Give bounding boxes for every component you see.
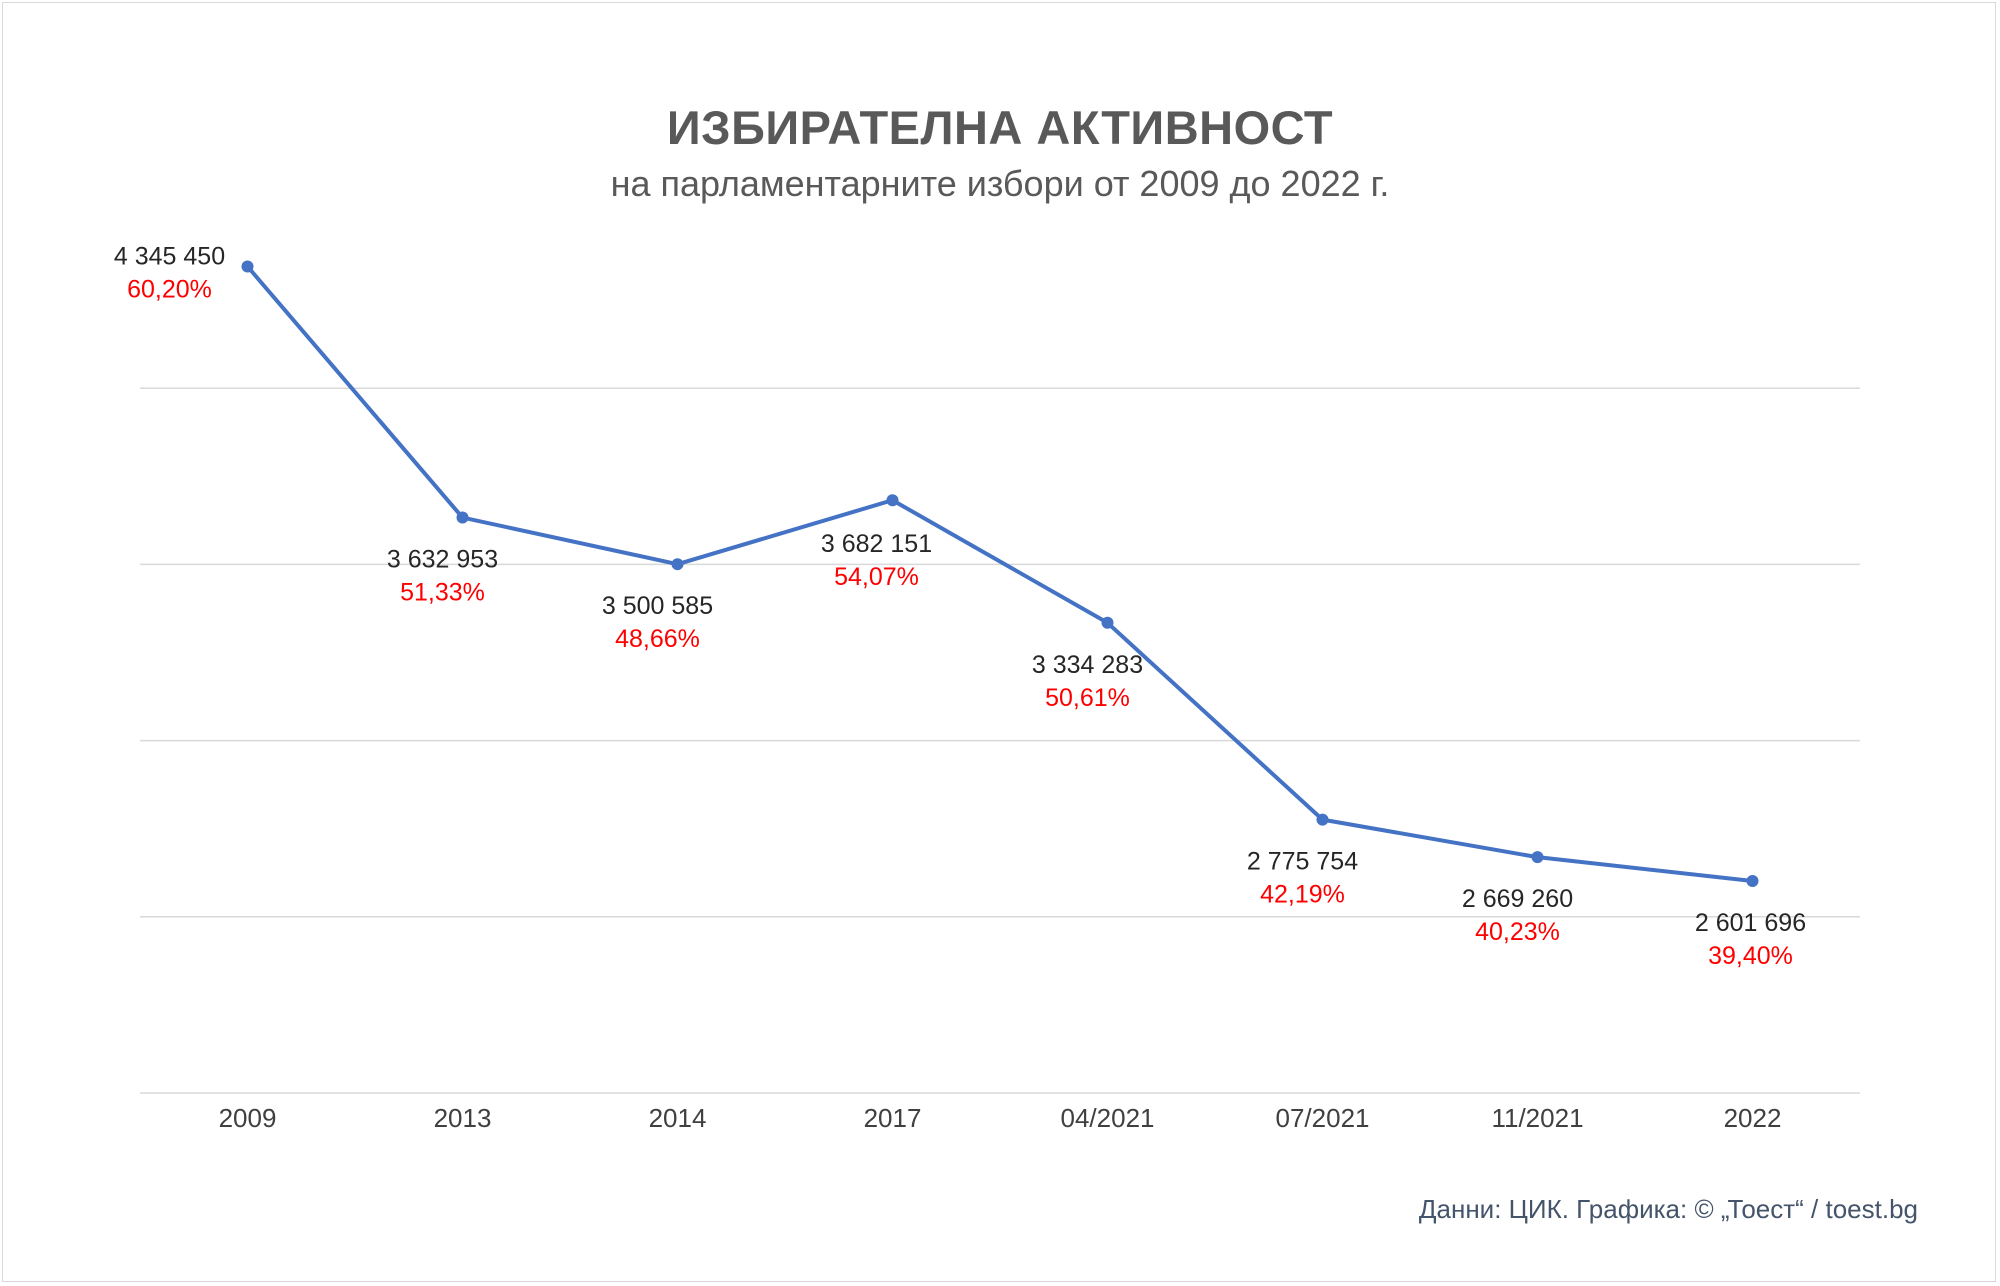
data-point-marker [1316,813,1329,826]
data-point-marker [1746,874,1759,887]
x-tick-label: 2009 [219,1103,277,1133]
data-value-label: 4 345 450 [114,242,225,270]
data-percent-label: 51,33% [400,579,485,607]
data-value-label: 3 500 585 [602,592,713,620]
x-tick-label: 07/2021 [1276,1103,1370,1133]
data-percent-label: 42,19% [1260,881,1345,909]
data-value-label: 2 669 260 [1462,885,1573,913]
data-percent-label: 60,20% [127,275,212,303]
data-point-marker [241,260,254,273]
data-point-marker [1101,616,1114,629]
x-tick-label: 2017 [864,1103,922,1133]
data-point-marker [671,558,684,571]
data-point-marker [1531,851,1544,864]
x-tick-label: 2022 [1724,1103,1782,1133]
x-tick-label: 2014 [649,1103,707,1133]
chart-subtitle: на парламентарните избори от 2009 до 202… [610,163,1390,204]
data-points [241,260,1759,887]
data-value-label: 3 682 151 [821,530,932,558]
gridlines [140,387,1860,1094]
source-note: Данни: ЦИК. Графика: © „Тоест“ / toest.b… [1418,1194,1918,1224]
x-tick-label: 11/2021 [1491,1103,1583,1133]
series-line [245,264,1755,883]
data-percent-label: 40,23% [1475,918,1560,946]
data-point-marker [886,494,899,507]
series-line-group [245,264,1755,883]
data-labels: 4 345 450 60,20% 3 632 953 51,33% 3 500 585 4… [114,242,1806,969]
data-percent-label: 54,07% [834,563,919,591]
x-axis-tick-labels: 2009 2013 2014 2017 04/2021 07/2021 11/2021 202… [219,1103,1782,1133]
x-tick-label: 04/2021 [1061,1103,1155,1133]
data-percent-label: 50,61% [1045,684,1130,712]
data-percent-label: 39,40% [1708,942,1793,970]
x-tick-label: 2013 [434,1103,492,1133]
data-percent-label: 48,66% [615,625,700,653]
chart-title: ИЗБИРАТЕЛНА АКТИВНОСТ [666,101,1334,154]
data-value-label: 3 334 283 [1032,651,1143,679]
data-point-marker [456,511,469,524]
data-value-label: 2 775 754 [1247,848,1358,876]
data-value-label: 2 601 696 [1695,909,1806,937]
data-value-label: 3 632 953 [387,546,498,574]
